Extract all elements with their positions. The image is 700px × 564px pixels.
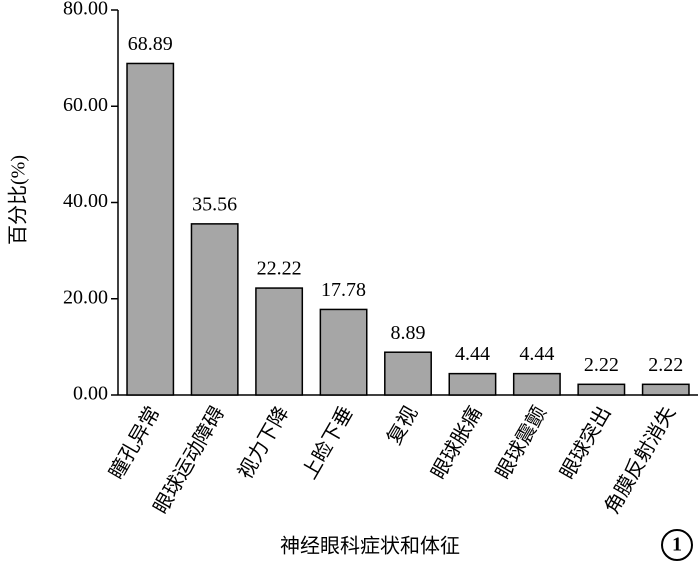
- bar: [319, 308, 368, 396]
- x-tick-label: 眼球震颤: [491, 402, 551, 483]
- bar: [448, 372, 497, 396]
- y-tick-label: 80.00: [63, 0, 108, 20]
- x-tick-label: 视力下降: [234, 402, 294, 483]
- y-axis-title: 百分比(%): [7, 155, 30, 245]
- value-label: 2.22: [648, 354, 683, 376]
- bar: [512, 372, 561, 396]
- bar: [255, 287, 304, 396]
- panel-label: 1: [672, 534, 682, 556]
- value-label: 4.44: [455, 343, 490, 365]
- bar: [190, 223, 239, 396]
- bar: [577, 383, 626, 396]
- y-tick-label: 40.00: [63, 190, 108, 212]
- value-label: 8.89: [391, 322, 426, 344]
- y-tick-label: 0.00: [73, 383, 108, 405]
- x-axis-title: 神经眼科症状和体征: [280, 535, 460, 558]
- bar: [641, 383, 690, 396]
- value-label: 68.89: [128, 33, 173, 55]
- y-tick-label: 20.00: [63, 286, 108, 308]
- x-tick-label: 上睑下垂: [298, 402, 358, 483]
- value-label: 17.78: [321, 279, 366, 301]
- value-label: 35.56: [192, 193, 237, 215]
- x-tick-label: 眼球胀痛: [427, 402, 487, 483]
- value-label: 2.22: [584, 354, 619, 376]
- panel-badge: [661, 529, 693, 561]
- value-label: 22.22: [257, 258, 302, 280]
- bar: [384, 351, 432, 396]
- y-tick-label: 60.00: [63, 94, 108, 116]
- bar: [126, 62, 175, 396]
- x-tick-label: 瞳孔异常: [105, 402, 165, 483]
- x-tick-label: 眼球突出: [556, 402, 616, 483]
- x-tick-label: 复视: [382, 402, 422, 448]
- value-label: 4.44: [519, 343, 554, 365]
